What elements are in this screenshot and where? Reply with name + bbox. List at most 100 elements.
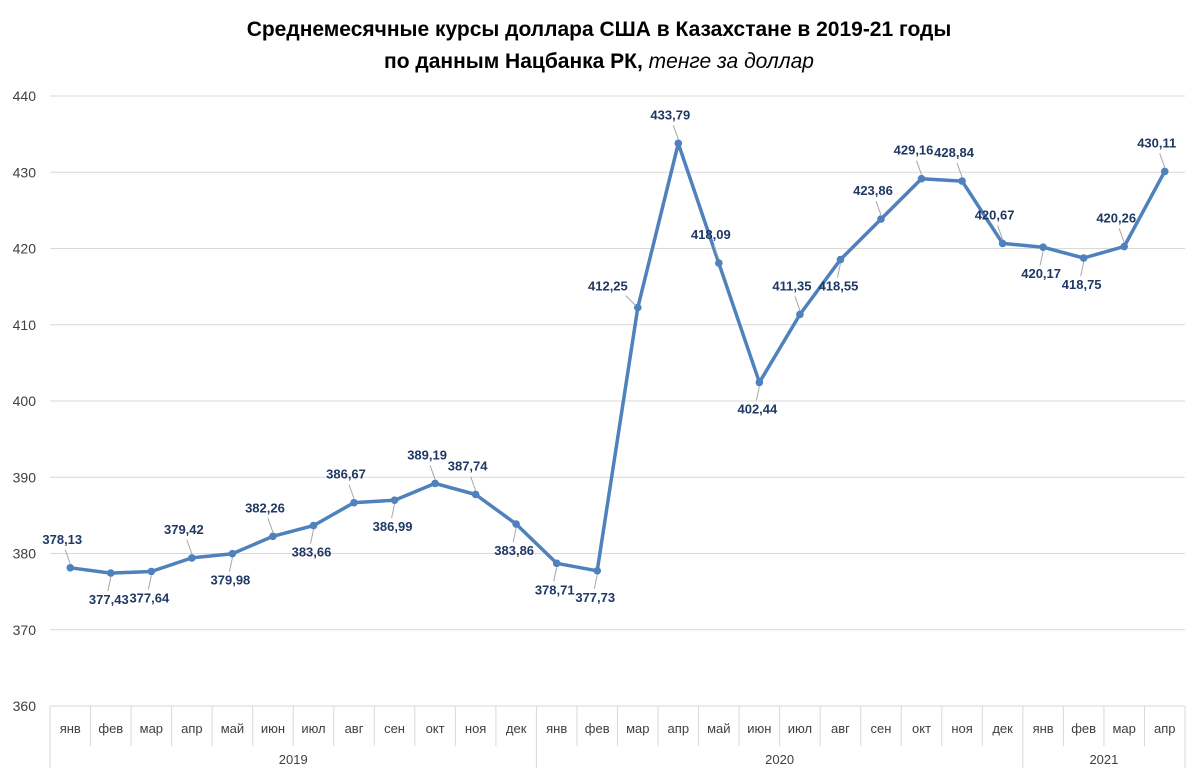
data-point bbox=[917, 174, 926, 183]
data-label: 379,98 bbox=[211, 573, 251, 588]
data-point bbox=[1079, 254, 1088, 262]
data-label: 378,71 bbox=[535, 582, 575, 597]
data-label-leader bbox=[391, 504, 396, 519]
data-point bbox=[552, 559, 561, 568]
x-tick-label: июн bbox=[747, 721, 771, 736]
data-label-leader bbox=[956, 162, 963, 178]
y-tick-label: 370 bbox=[13, 622, 37, 638]
data-label-leader bbox=[348, 484, 355, 499]
x-tick-label: апр bbox=[1154, 721, 1176, 736]
x-tick-label: янв bbox=[60, 721, 81, 736]
data-label-leader bbox=[672, 125, 679, 140]
x-tick-label: июл bbox=[301, 721, 325, 736]
data-label-leader bbox=[1080, 261, 1085, 277]
data-label-leader bbox=[836, 263, 841, 278]
data-point bbox=[66, 563, 75, 572]
data-label: 420,17 bbox=[1021, 266, 1061, 281]
data-label: 379,42 bbox=[164, 522, 204, 537]
data-label: 382,26 bbox=[245, 500, 285, 515]
data-label-leader bbox=[267, 518, 274, 533]
data-label: 428,84 bbox=[934, 145, 975, 160]
data-label-leader bbox=[1039, 251, 1044, 266]
data-point bbox=[269, 532, 277, 541]
data-label: 383,86 bbox=[494, 543, 534, 558]
data-label-leader bbox=[553, 567, 558, 582]
x-tick-label: июл bbox=[788, 721, 812, 736]
data-label: 402,44 bbox=[737, 401, 778, 416]
y-tick-label: 390 bbox=[13, 469, 37, 485]
x-tick-label: ноя bbox=[951, 721, 972, 736]
data-label-leader bbox=[429, 465, 436, 480]
y-tick-label: 380 bbox=[13, 546, 37, 562]
data-label: 383,66 bbox=[292, 545, 332, 560]
x-tick-label: сен bbox=[871, 721, 892, 736]
data-label: 389,19 bbox=[407, 447, 447, 462]
data-point bbox=[390, 496, 399, 505]
data-point bbox=[593, 567, 602, 575]
y-tick-label: 360 bbox=[13, 698, 37, 714]
data-label: 377,64 bbox=[129, 590, 170, 605]
data-label-leader bbox=[1118, 228, 1125, 243]
data-label-leader bbox=[875, 200, 882, 216]
data-label-leader bbox=[309, 529, 314, 544]
x-tick-label: фев bbox=[1071, 721, 1096, 736]
data-point bbox=[796, 310, 804, 319]
data-label: 433,79 bbox=[650, 107, 690, 122]
data-label-leader bbox=[228, 557, 233, 572]
data-point bbox=[755, 378, 764, 387]
data-label: 418,75 bbox=[1062, 277, 1102, 292]
data-label-leader bbox=[593, 574, 598, 589]
data-label: 430,11 bbox=[1137, 135, 1176, 150]
year-label: 2021 bbox=[1089, 752, 1118, 767]
x-tick-label: авг bbox=[831, 721, 850, 736]
x-tick-label: апр bbox=[181, 721, 203, 736]
x-tick-label: фев bbox=[585, 721, 610, 736]
y-tick-label: 420 bbox=[13, 241, 37, 257]
x-tick-label: сен bbox=[384, 721, 405, 736]
data-label: 411,35 bbox=[772, 278, 811, 293]
series-line bbox=[68, 141, 1167, 575]
y-tick-label: 410 bbox=[13, 317, 37, 333]
y-tick-label: 440 bbox=[13, 88, 37, 104]
y-tick-label: 430 bbox=[13, 164, 37, 180]
data-labels: 378,13 377,43 377,64 379,42 379,98 382,26 383,… bbox=[42, 107, 1176, 607]
y-axis: 360 370 380 390 400 410 420 430 440 bbox=[13, 88, 37, 714]
data-label-leader bbox=[997, 225, 1004, 240]
x-tick-label: окт bbox=[426, 721, 445, 736]
x-tick-label: ноя bbox=[465, 721, 486, 736]
data-label: 429,16 bbox=[894, 143, 934, 158]
data-label: 387,74 bbox=[448, 458, 489, 473]
x-tick-label: окт bbox=[912, 721, 931, 736]
data-point bbox=[998, 239, 1007, 248]
x-tick-label: июн bbox=[261, 721, 285, 736]
data-label: 423,86 bbox=[853, 183, 893, 198]
data-label-leader bbox=[916, 160, 922, 175]
x-tick-label: мар bbox=[140, 721, 163, 736]
chart-subtitle-unit: тенге за доллар bbox=[649, 50, 814, 73]
x-tick-label: май bbox=[707, 721, 730, 736]
data-point bbox=[228, 549, 237, 558]
data-label-leader bbox=[755, 386, 760, 401]
data-label-leader bbox=[625, 295, 637, 306]
data-label-leader bbox=[107, 576, 112, 592]
data-point bbox=[431, 479, 439, 488]
data-point bbox=[1039, 243, 1047, 252]
data-label-leader bbox=[470, 476, 477, 491]
x-tick-label: авг bbox=[345, 721, 364, 736]
data-point bbox=[188, 554, 196, 562]
data-label-leader bbox=[1159, 153, 1166, 168]
data-label: 412,25 bbox=[588, 279, 628, 294]
y-tick-label: 400 bbox=[13, 393, 37, 409]
data-label: 418,09 bbox=[691, 227, 731, 242]
data-label-leader bbox=[64, 549, 71, 564]
gridlines bbox=[50, 95, 1185, 631]
x-tick-label: апр bbox=[668, 721, 690, 736]
data-point bbox=[350, 498, 358, 507]
data-point bbox=[471, 490, 480, 499]
data-label: 386,99 bbox=[373, 519, 413, 534]
data-label: 418,55 bbox=[819, 279, 859, 294]
data-point bbox=[715, 259, 723, 267]
data-point bbox=[147, 567, 156, 576]
chart-title: Среднемесячные курсы доллара США в Казах… bbox=[247, 18, 952, 41]
